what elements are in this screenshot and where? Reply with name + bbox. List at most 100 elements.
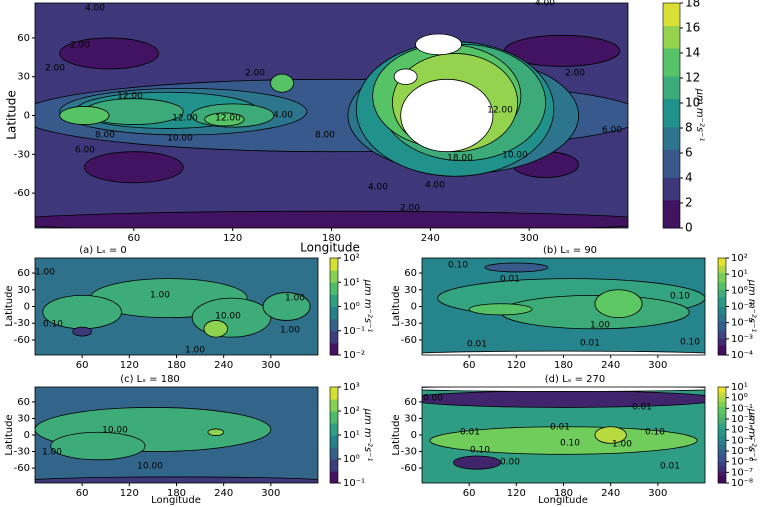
x-tick-label: 300 bbox=[261, 360, 280, 371]
contour-region bbox=[207, 428, 225, 436]
contour-label: 1.00 bbox=[42, 448, 62, 458]
y-tick-label: 60 bbox=[404, 397, 417, 408]
y-axis-label: Latitude bbox=[4, 285, 15, 326]
x-tick-label: 120 bbox=[120, 360, 139, 371]
colorbar-step bbox=[330, 466, 338, 470]
colorbar-step bbox=[330, 475, 338, 479]
colorbar-step bbox=[663, 132, 680, 139]
colorbar-step bbox=[330, 345, 338, 349]
colorbar-step bbox=[718, 321, 726, 324]
colorbar-step bbox=[330, 437, 338, 441]
colorbar-tick-label: 10⁻¹ bbox=[731, 403, 753, 414]
colorbar-tick-label: 10⁰ bbox=[731, 285, 748, 296]
colorbar-step bbox=[330, 387, 338, 390]
colorbar-step bbox=[663, 216, 680, 223]
colorbar-step bbox=[718, 299, 726, 303]
colorbar-step bbox=[330, 279, 338, 283]
y-tick-label: -30 bbox=[14, 318, 30, 329]
colorbar-step bbox=[718, 394, 726, 398]
contour-region bbox=[59, 106, 110, 125]
contour-label: 1.00 bbox=[185, 346, 205, 356]
contour-region bbox=[270, 73, 295, 93]
colorbar-tick-label: 16 bbox=[685, 21, 700, 35]
colorbar-tick-label: 0 bbox=[685, 221, 693, 235]
y-tick-label: 60 bbox=[17, 33, 30, 44]
contour-region bbox=[35, 210, 628, 228]
colorbar-tick-label: 6 bbox=[685, 146, 693, 160]
colorbar-step bbox=[330, 282, 338, 286]
colorbar-step bbox=[718, 403, 726, 407]
contour-label: 0.01 bbox=[550, 423, 570, 433]
y-tick-label: -60 bbox=[401, 463, 417, 474]
plot-area bbox=[422, 387, 705, 483]
contour-label: 1.00 bbox=[612, 440, 632, 450]
colorbar-step bbox=[330, 394, 338, 398]
colorbar-step bbox=[663, 121, 680, 128]
colorbar-step bbox=[718, 439, 726, 443]
colorbar-step bbox=[718, 330, 726, 334]
colorbar-label: μm m⁻²s⁻¹ bbox=[694, 88, 705, 142]
blank-region bbox=[422, 387, 705, 392]
colorbar-step bbox=[330, 461, 338, 465]
colorbar-step bbox=[330, 403, 338, 407]
contour-label: 18.00 bbox=[447, 154, 473, 164]
colorbar-step bbox=[718, 294, 726, 298]
colorbar-step bbox=[330, 306, 338, 310]
x-tick-label: 180 bbox=[554, 360, 573, 371]
colorbar-step bbox=[718, 406, 726, 410]
colorbar-step bbox=[663, 109, 680, 116]
contour-label: 4.00 bbox=[85, 4, 105, 14]
colorbar-tick-label: 10¹ bbox=[343, 430, 360, 441]
colorbar-step bbox=[663, 42, 680, 49]
colorbar-step bbox=[718, 425, 726, 429]
colorbar-step bbox=[663, 36, 680, 43]
contour-region bbox=[453, 455, 502, 470]
y-tick-label: -60 bbox=[401, 335, 417, 346]
colorbar-tick-label: 10⁻¹ bbox=[343, 326, 365, 337]
plot-area bbox=[35, 3, 628, 228]
y-tick-label: 0 bbox=[24, 111, 30, 122]
colorbar-step bbox=[718, 313, 726, 317]
colorbar-step bbox=[718, 270, 726, 274]
contour-label: 4.00 bbox=[535, 0, 555, 9]
colorbar-step bbox=[663, 104, 680, 111]
y-tick-label: 0 bbox=[24, 302, 30, 313]
contour-label: 6.00 bbox=[75, 146, 95, 156]
contour-region bbox=[594, 289, 643, 319]
colorbar-frame bbox=[717, 386, 727, 484]
colorbar-step bbox=[663, 59, 680, 66]
colorbar-step bbox=[718, 408, 726, 412]
colorbar-tick-label: 10¹ bbox=[343, 277, 360, 288]
colorbar-step bbox=[663, 31, 680, 38]
x-tick-label: 240 bbox=[421, 233, 440, 244]
colorbar-step bbox=[330, 267, 338, 271]
x-tick-label: 120 bbox=[120, 488, 139, 499]
colorbar-step bbox=[718, 262, 726, 266]
contour-label: 2.00 bbox=[245, 69, 265, 79]
colorbar-tick-label: 10⁻² bbox=[731, 414, 753, 425]
x-axis-label: Longitude bbox=[538, 495, 588, 506]
y-tick-label: -30 bbox=[401, 447, 417, 458]
colorbar-step bbox=[330, 442, 338, 446]
colorbar-step bbox=[330, 456, 338, 460]
colorbar-step bbox=[663, 222, 680, 229]
contour-label: 10.00 bbox=[502, 151, 528, 161]
blank-region bbox=[400, 78, 494, 153]
colorbar-step bbox=[663, 8, 680, 15]
panel-caption: (d) Lₛ = 270 bbox=[545, 374, 605, 385]
contour-region bbox=[422, 390, 705, 408]
colorbar-tick-label: 10⁻¹ bbox=[343, 478, 365, 489]
colorbar-step bbox=[330, 350, 338, 354]
contour-label: 0.01 bbox=[460, 428, 480, 438]
colorbar-tick-label: 2 bbox=[685, 196, 693, 210]
colorbar-step bbox=[330, 413, 338, 417]
colorbar-step bbox=[718, 277, 726, 281]
x-tick-label: 60 bbox=[127, 233, 140, 244]
colorbar-frame bbox=[662, 2, 681, 229]
y-axis-label: Latitude bbox=[391, 285, 402, 326]
colorbar-step bbox=[718, 318, 726, 322]
contour-label: 0.00 bbox=[423, 394, 443, 404]
colorbar-step bbox=[330, 401, 338, 405]
colorbar-step bbox=[718, 311, 726, 315]
